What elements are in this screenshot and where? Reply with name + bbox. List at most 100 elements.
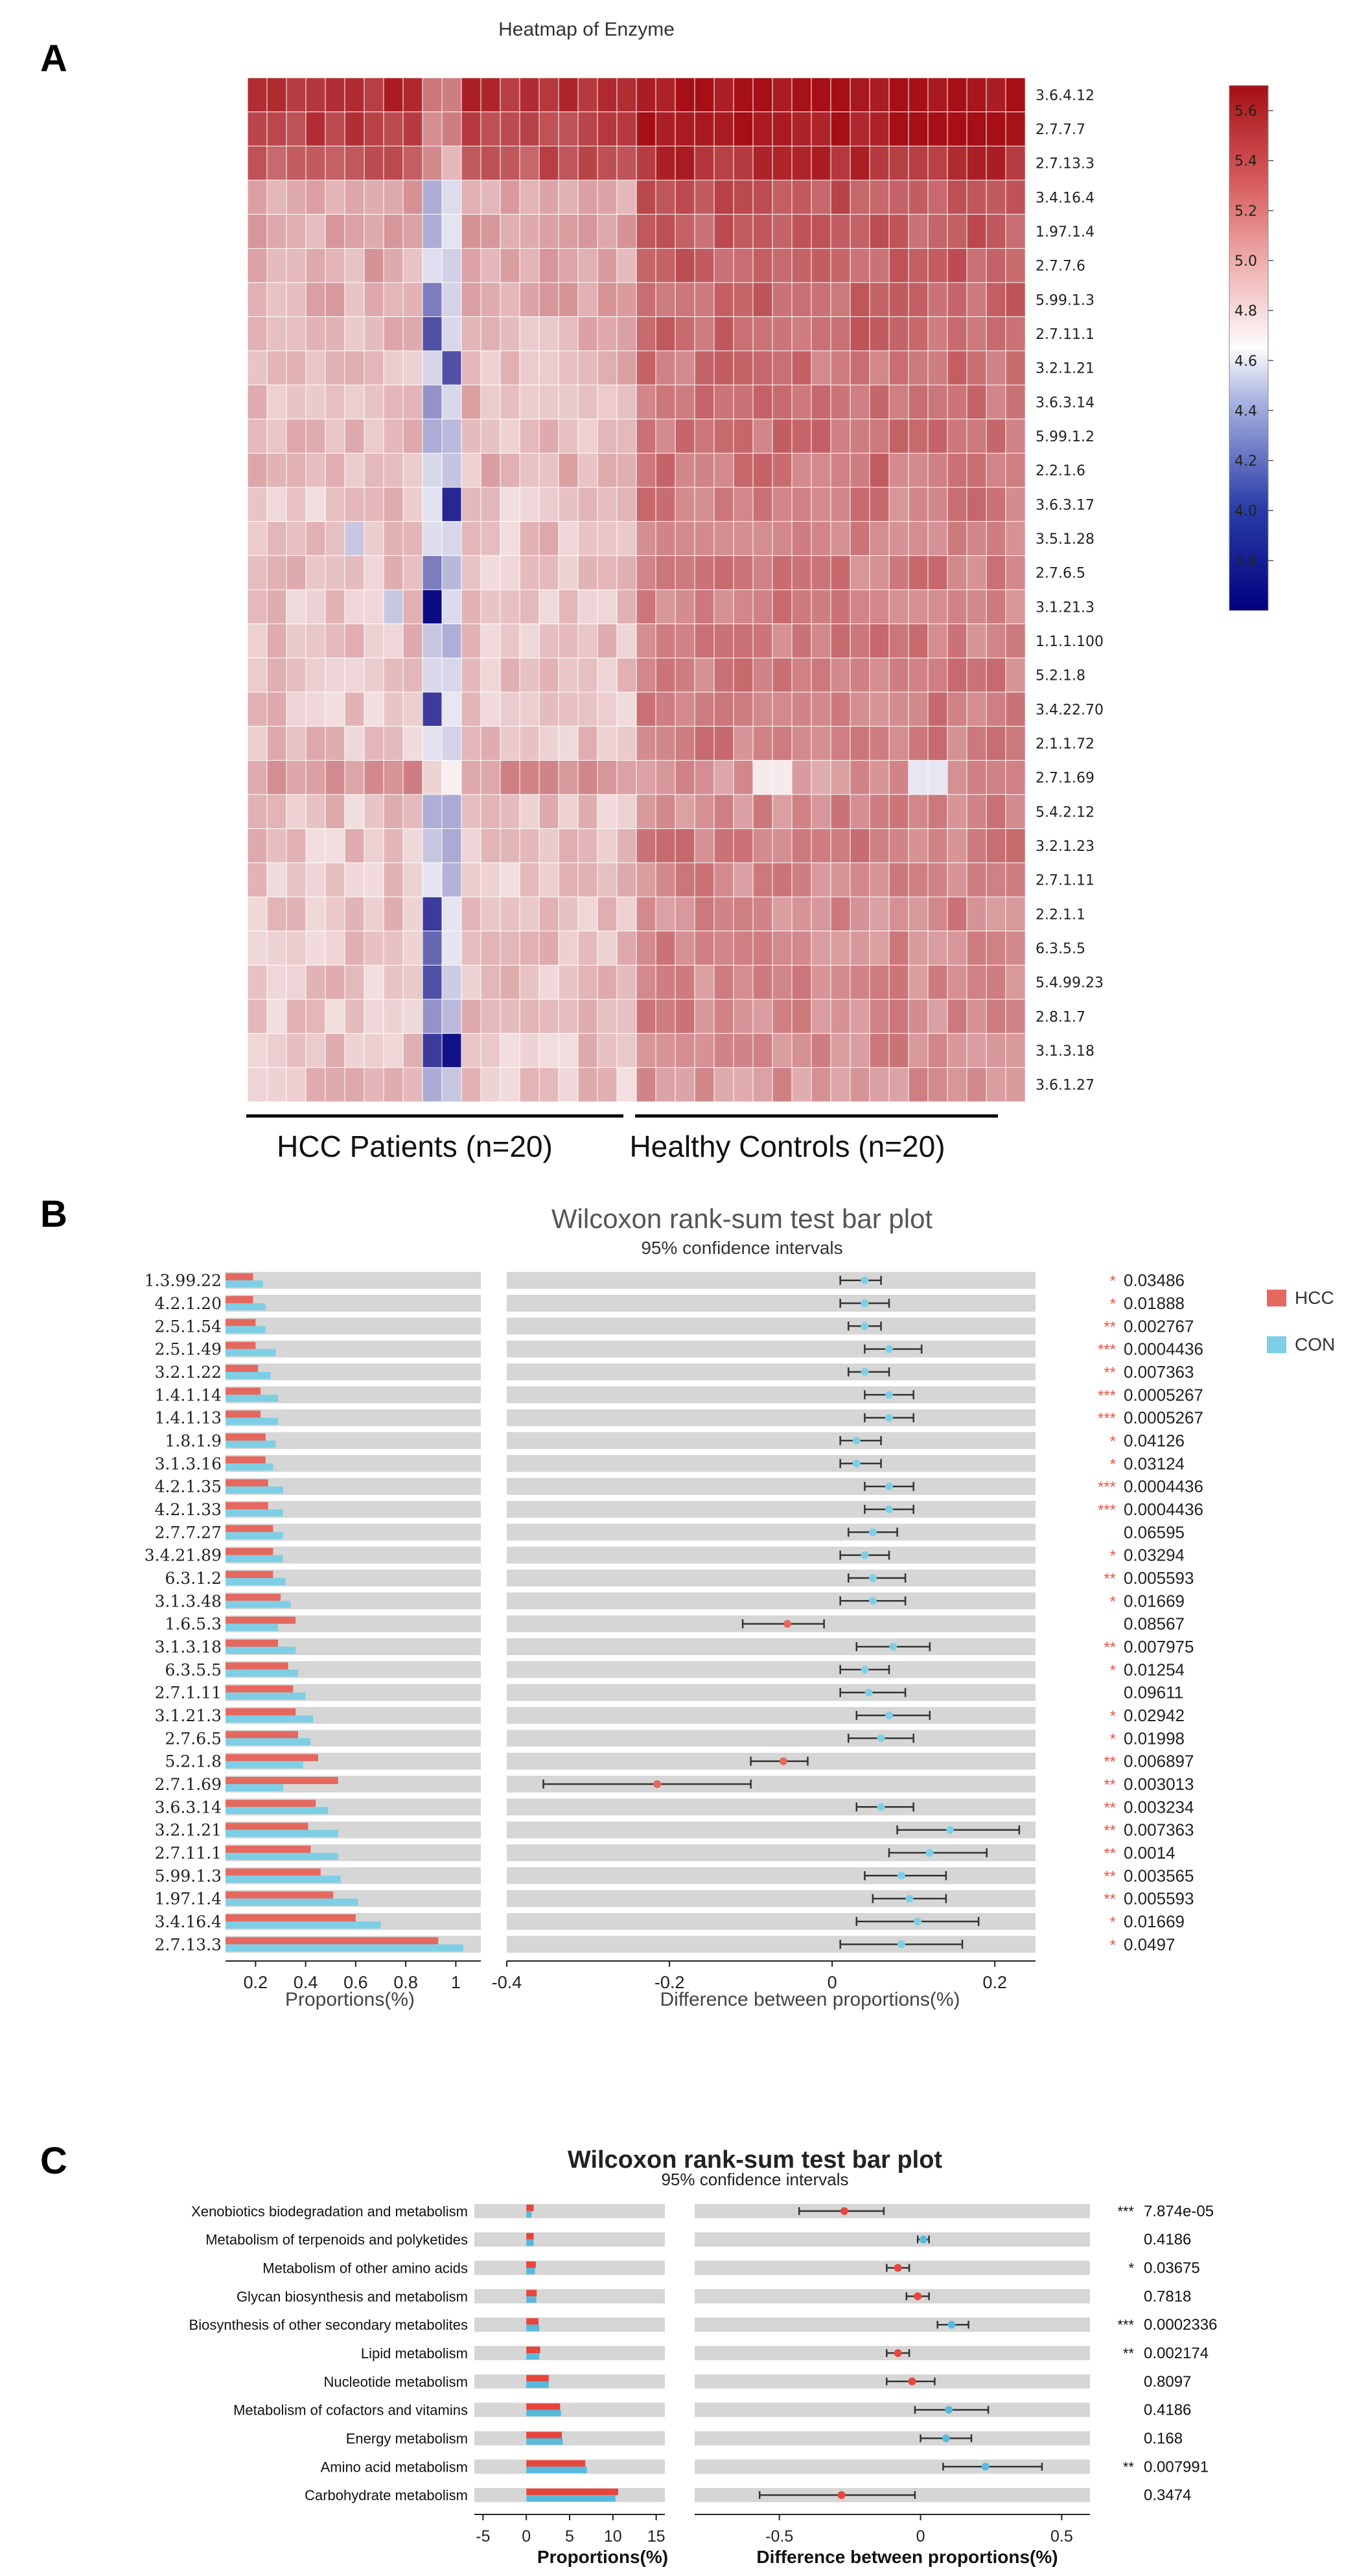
heatmap-cell — [441, 794, 462, 830]
heatmap-cell — [966, 623, 987, 659]
x-tick-label: 0.2 — [244, 1973, 268, 1992]
heatmap-cell — [694, 111, 715, 147]
panel-b-proportions: 0.2 0.4 0.6 0.8 1 — [226, 1271, 481, 1992]
row-background-bar — [507, 1295, 1036, 1312]
heatmap-cell — [752, 589, 773, 625]
heatmap-cell — [441, 1033, 462, 1069]
heatmap-cell — [947, 657, 967, 693]
heatmap-cell — [519, 1067, 540, 1102]
heatmap-cell — [791, 521, 812, 557]
heatmap-cell — [1005, 419, 1026, 454]
heatmap-cell — [266, 180, 287, 215]
heatmap-cell — [558, 828, 579, 864]
heatmap-cell — [752, 111, 773, 147]
heatmap-cell — [752, 691, 773, 727]
heatmap-row-label: 3.4.16.4 — [1036, 190, 1094, 206]
heatmap-cell — [539, 316, 559, 352]
heatmap-cell — [986, 999, 1006, 1034]
heatmap-cell — [519, 964, 540, 1000]
heatmap-cell — [383, 896, 404, 932]
heatmap-cell — [305, 794, 326, 830]
heatmap-cell — [305, 896, 326, 932]
heatmap-cell — [247, 1067, 268, 1102]
heatmap-cell — [577, 214, 598, 249]
heatmap-cell — [597, 248, 618, 283]
row-label: Carbohydrate metabolism — [305, 2487, 468, 2503]
heatmap-cell — [286, 964, 307, 1000]
heatmap-cell — [752, 419, 773, 454]
row-background-bar — [695, 2203, 1090, 2218]
row-background-bar — [695, 2289, 1090, 2304]
heatmap-cell — [286, 419, 307, 454]
heatmap-cell — [713, 180, 734, 215]
heatmap-row-label: 3.6.4.12 — [1036, 87, 1094, 104]
heatmap-cell — [441, 282, 462, 318]
heatmap-cell — [966, 896, 987, 932]
heatmap-cell — [519, 555, 540, 590]
heatmap-cell — [383, 452, 404, 488]
heatmap-cell — [713, 248, 734, 283]
heatmap-cell — [500, 794, 520, 830]
heatmap-cell — [286, 896, 307, 932]
heatmap-cell — [422, 999, 443, 1034]
difference-estimate-point — [947, 2321, 956, 2329]
bar-con — [226, 1647, 296, 1654]
heatmap-cell — [927, 1067, 948, 1102]
heatmap-cell — [675, 691, 695, 727]
heatmap-row-label: 5.99.1.3 — [1036, 292, 1094, 308]
heatmap-cell — [480, 180, 501, 215]
heatmap-cell — [539, 794, 559, 830]
heatmap-cell — [655, 145, 676, 181]
heatmap-cell — [441, 350, 462, 386]
heatmap-row-label: 2.7.13.3 — [1036, 156, 1094, 172]
heatmap-cell — [500, 521, 520, 557]
x-tick-label: 15 — [647, 2527, 666, 2546]
heatmap-cell — [927, 964, 948, 1000]
heatmap-cell — [441, 487, 462, 522]
bar-con — [226, 1303, 266, 1310]
heatmap-cell — [247, 760, 268, 795]
heatmap-cell — [908, 657, 929, 693]
bar-hcc — [526, 2290, 537, 2297]
heatmap-cell — [733, 77, 754, 113]
heatmap-cell — [947, 555, 967, 590]
heatmap-cell — [247, 214, 268, 249]
significance-stars: *** — [1098, 1341, 1116, 1359]
heatmap-cell — [364, 691, 384, 727]
heatmap-cell — [402, 794, 423, 830]
difference-estimate-point — [861, 1322, 869, 1330]
heatmap-cell — [675, 964, 695, 1000]
heatmap-cell — [713, 794, 734, 830]
heatmap-cell — [908, 77, 929, 113]
bar-con — [526, 2409, 561, 2417]
heatmap-cell — [791, 350, 812, 386]
heatmap-cell — [480, 521, 501, 557]
heatmap-row-label: 3.6.3.14 — [1036, 395, 1094, 411]
heatmap-cell — [461, 589, 481, 625]
heatmap-cell — [480, 691, 501, 727]
heatmap-cell — [344, 691, 365, 727]
heatmap-cell — [616, 657, 637, 693]
heatmap-cell — [869, 1067, 890, 1102]
heatmap-cell — [772, 623, 793, 659]
heatmap-cell — [305, 214, 326, 249]
colorbar — [1229, 85, 1269, 611]
heatmap-cell — [266, 1033, 287, 1069]
heatmap-cell — [461, 828, 481, 864]
heatmap-cell — [986, 862, 1006, 898]
difference-estimate-point — [653, 1780, 662, 1788]
heatmap-cell — [772, 111, 793, 147]
heatmap-cell — [850, 555, 870, 590]
heatmap-cell — [947, 384, 967, 420]
heatmap-cell — [947, 487, 967, 522]
heatmap-cell — [655, 1067, 676, 1102]
x-tick-label: -0.2 — [654, 1973, 685, 1992]
heatmap-cell — [636, 589, 656, 625]
heatmap-cell — [636, 282, 656, 318]
heatmap-cell — [675, 931, 695, 966]
heatmap-cell — [636, 726, 656, 761]
row-label: 2.7.13.3 — [155, 1935, 222, 1954]
heatmap-cell — [1005, 248, 1026, 283]
heatmap-cell — [266, 726, 287, 761]
heatmap-cell — [811, 726, 831, 761]
